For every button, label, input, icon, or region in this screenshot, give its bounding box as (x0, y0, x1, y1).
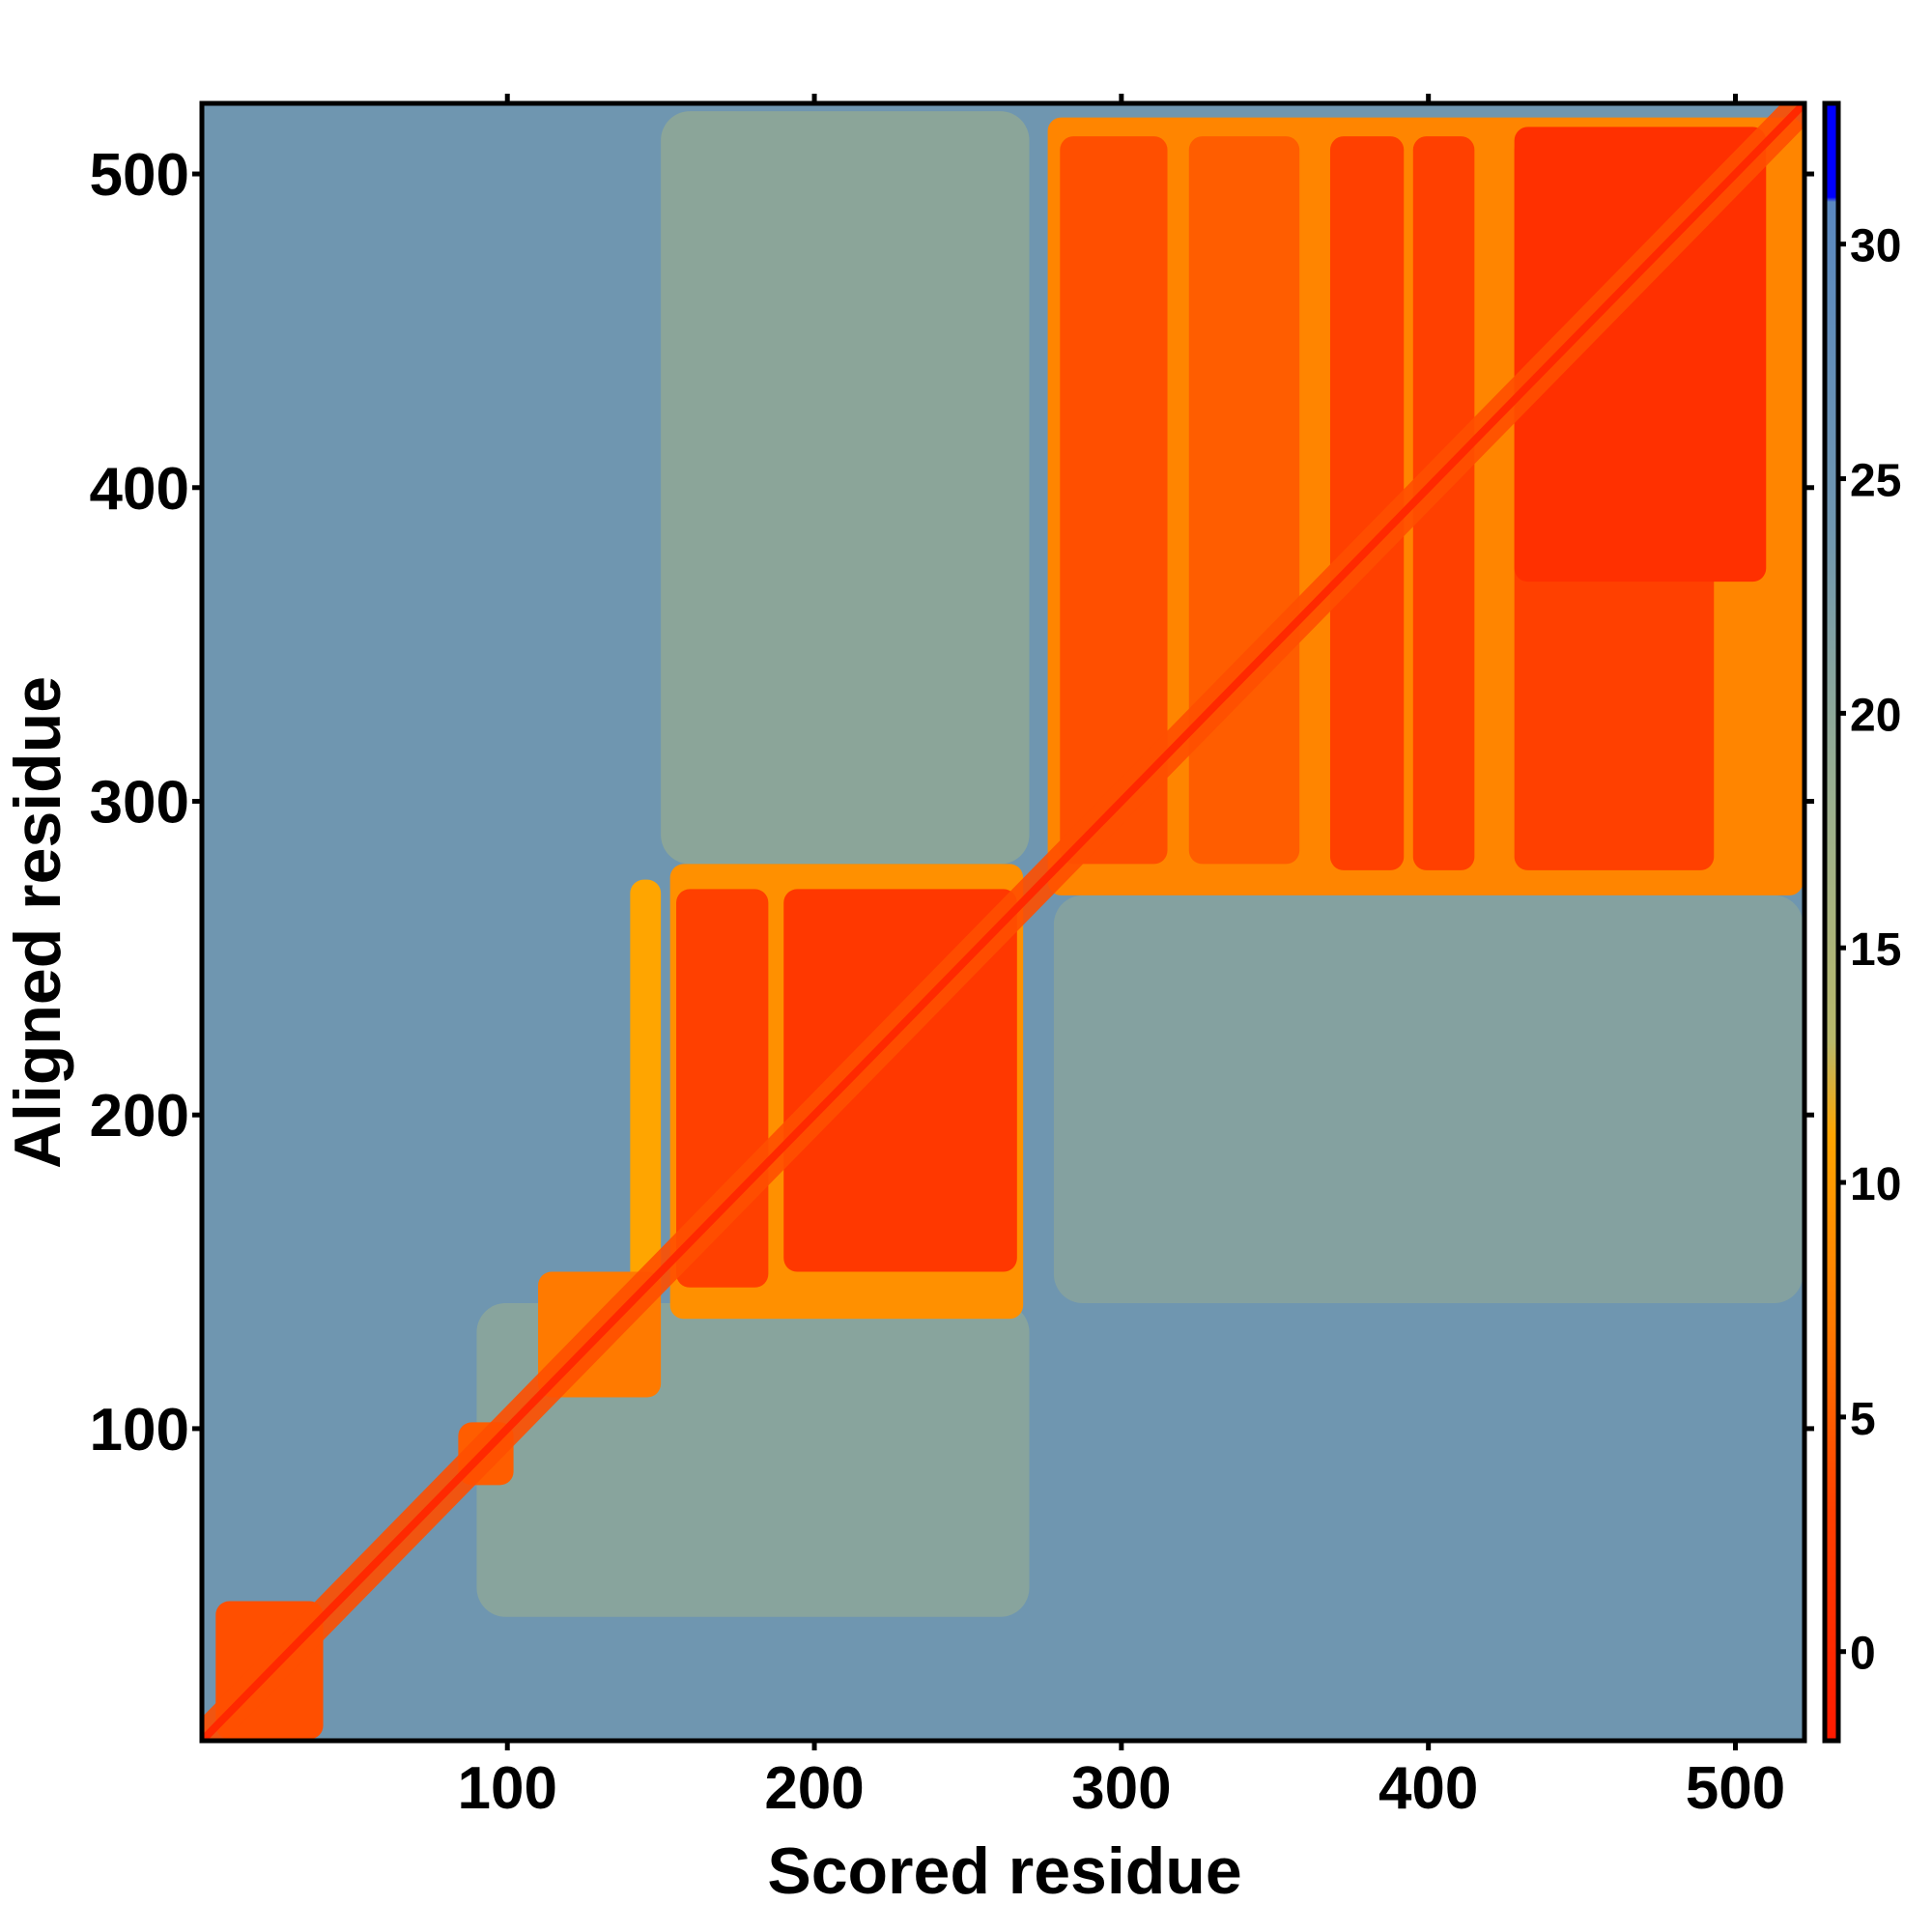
x-tick-label: 500 (1686, 1755, 1785, 1822)
y-tick-label: 100 (90, 1397, 189, 1463)
heatmap-region-cross-140-halo (630, 879, 662, 1304)
colorbar-tick-label: 5 (1850, 1394, 1876, 1445)
x-tick-label: 400 (1378, 1755, 1478, 1822)
heatmap-region-green-band-2 (1053, 895, 1804, 1304)
x-tick-label: 300 (1071, 1755, 1171, 1822)
y-tick-label: 500 (90, 142, 189, 209)
diagonal-line (202, 103, 1804, 1741)
heatmap-region-domain3-top (1514, 127, 1767, 582)
colorbar-tick-label: 15 (1850, 924, 1901, 976)
x-tick-label: 200 (764, 1755, 864, 1822)
colorbar-tick-label: 25 (1850, 456, 1901, 507)
x-tick-label: 100 (458, 1755, 557, 1822)
y-axis-title: Aligned residue (1, 676, 74, 1169)
heatmap-region-domain3-colD (1412, 136, 1475, 870)
heatmap-region-green-band-1 (661, 111, 1030, 865)
heatmap-region-domain3-colA (1060, 136, 1168, 865)
colorbar (1822, 100, 1841, 1744)
y-tick-label: 300 (90, 769, 189, 836)
heatmap-region-domain3-colC (1329, 136, 1405, 870)
colorbar-tick-label: 30 (1850, 221, 1901, 272)
colorbar-tick-label: 10 (1850, 1159, 1901, 1210)
plot-frame (199, 100, 1807, 1744)
colorbar-tick-label: 20 (1850, 690, 1901, 741)
x-axis-title: Scored residue (767, 1834, 1241, 1908)
heatmap-region-domain3-colB (1188, 136, 1300, 865)
y-tick-label: 400 (90, 456, 189, 523)
y-tick-label: 200 (90, 1083, 189, 1150)
colorbar-tick-label: 0 (1850, 1629, 1876, 1680)
